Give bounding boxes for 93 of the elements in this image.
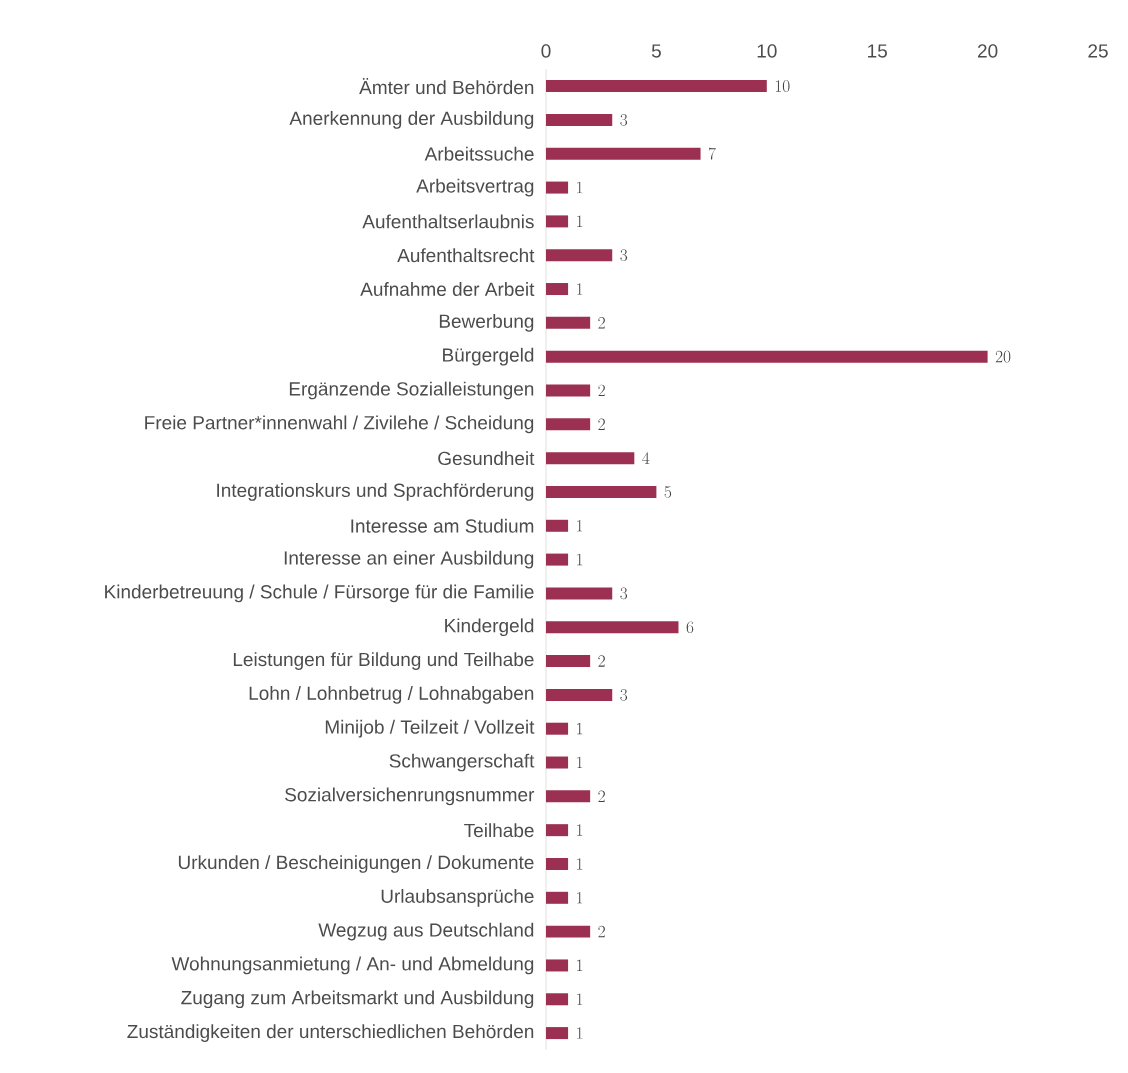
y-tick-label: Aufenthaltserlaubnis xyxy=(362,214,534,229)
y-tick-label: Aufenthaltsrecht xyxy=(397,248,535,263)
y-tick-label: Wegzug aus Deutschland xyxy=(318,922,534,941)
bar xyxy=(546,181,569,194)
y-tick-label: Schwangerschaft xyxy=(389,753,535,772)
data-label: 6 xyxy=(686,621,694,634)
y-tick-label: Urkunden / Bescheinigungen / Dokumente xyxy=(178,855,534,873)
data-label: 2 xyxy=(598,418,605,430)
bar xyxy=(546,418,591,431)
data-label: 7 xyxy=(708,147,716,160)
bar xyxy=(546,722,569,735)
data-label: 2 xyxy=(598,925,605,938)
y-tick-label: Anerkennung der Ausbildung xyxy=(289,111,534,129)
x-tick-label: 10 xyxy=(757,44,777,58)
data-label: 1 xyxy=(577,553,583,566)
y-tick-label: Sozialversichenrungsnummer xyxy=(285,787,535,806)
y-tick-label: Minijob / Teilzeit / Vollzeit xyxy=(325,719,535,738)
bar xyxy=(546,147,701,160)
bar xyxy=(546,790,591,803)
data-label: 1 xyxy=(577,858,583,870)
data-label: 2 xyxy=(598,655,605,667)
data-label: 2 xyxy=(598,790,605,802)
y-tick-label: Bewerbung xyxy=(439,314,534,332)
y-tick-label: Urlaubsansprüche xyxy=(381,888,534,907)
bar xyxy=(546,925,591,938)
data-label: 1 xyxy=(577,519,583,532)
bar xyxy=(546,215,569,228)
data-label: 1 xyxy=(577,891,583,904)
data-label: 3 xyxy=(620,587,628,600)
y-tick-label: Leistungen für Bildung und Teilhabe xyxy=(233,652,534,670)
data-label: 5 xyxy=(664,486,672,498)
data-label: 1 xyxy=(577,824,583,836)
y-tick-label: Gesundheit xyxy=(438,451,535,466)
bar xyxy=(546,993,569,1006)
y-tick-label: Zuständigkeiten der unterschiedlichen Behörden xyxy=(127,1024,534,1042)
y-tick-label: Wohnungsanmietung / An- und Abmeldung xyxy=(171,956,534,975)
bar xyxy=(546,113,613,126)
bar xyxy=(546,452,635,465)
y-tick-label: Arbeitssuche xyxy=(424,146,534,161)
data-label: 3 xyxy=(620,689,628,701)
y-tick-label: Freie Partner*innenwahl / Zivilehe / Scheidung xyxy=(145,415,534,434)
bar xyxy=(546,621,679,634)
data-label: 1 xyxy=(577,215,583,227)
bar xyxy=(546,283,569,296)
data-label: 10 xyxy=(775,80,790,92)
bar xyxy=(546,655,591,668)
bar xyxy=(546,384,591,397)
y-tick-label: Lohn / Lohnbetrug / Lohnabgaben xyxy=(249,686,534,704)
data-label: 1 xyxy=(577,756,583,769)
y-tick-label: Kindergeld xyxy=(445,618,534,637)
y-tick-label: Arbeitsvertrag xyxy=(416,178,534,197)
y-tick-label: Interesse am Studium xyxy=(351,518,534,533)
bar xyxy=(546,519,569,532)
y-tick-label: Teilhabe xyxy=(464,823,534,838)
x-tick-label: 20 xyxy=(977,44,998,58)
bar xyxy=(546,80,767,93)
bar xyxy=(546,485,657,498)
data-label: 2 xyxy=(598,384,605,397)
x-tick-label: 5 xyxy=(651,44,661,58)
bar xyxy=(546,350,988,363)
bar xyxy=(546,959,569,972)
data-label: 1 xyxy=(577,722,583,735)
bar xyxy=(546,316,591,329)
data-label: 4 xyxy=(642,452,650,464)
y-tick-label: Integrationskurs und Sprachförderung xyxy=(217,483,534,501)
bar xyxy=(546,249,613,262)
y-tick-label: Ergänzende Sozialleistungen xyxy=(289,381,534,400)
data-label: 1 xyxy=(577,959,583,972)
data-label: 1 xyxy=(577,283,583,295)
y-tick-label: Interesse an einer Ausbildung xyxy=(284,550,534,569)
data-label: 3 xyxy=(620,114,628,126)
bar xyxy=(546,756,569,769)
bar xyxy=(546,891,569,904)
data-label: 1 xyxy=(577,1027,583,1039)
y-tick-label: Kinderbetreuung / Schule / Fürsorge für die Familie xyxy=(105,584,534,603)
data-label: 3 xyxy=(620,249,628,262)
bar xyxy=(546,857,569,870)
y-tick-label: Bürgergeld xyxy=(443,347,534,366)
data-label: 20 xyxy=(995,350,1011,363)
data-label: 2 xyxy=(598,317,605,329)
bar xyxy=(546,587,613,600)
bar xyxy=(546,824,569,837)
data-label: 1 xyxy=(577,993,583,1005)
x-tick-label: 25 xyxy=(1088,44,1108,58)
bar xyxy=(546,688,613,701)
y-tick-label: Ämter und Behörden xyxy=(359,78,534,95)
bar xyxy=(546,1027,569,1040)
y-tick-label: Aufnahme der Arbeit xyxy=(360,282,535,297)
y-tick-label: Zugang zum Arbeitsmarkt und Ausbildung xyxy=(181,990,534,1009)
x-tick-label: 0 xyxy=(541,44,551,58)
x-tick-label: 15 xyxy=(868,44,887,58)
data-label: 1 xyxy=(577,181,583,194)
bar xyxy=(546,553,569,566)
